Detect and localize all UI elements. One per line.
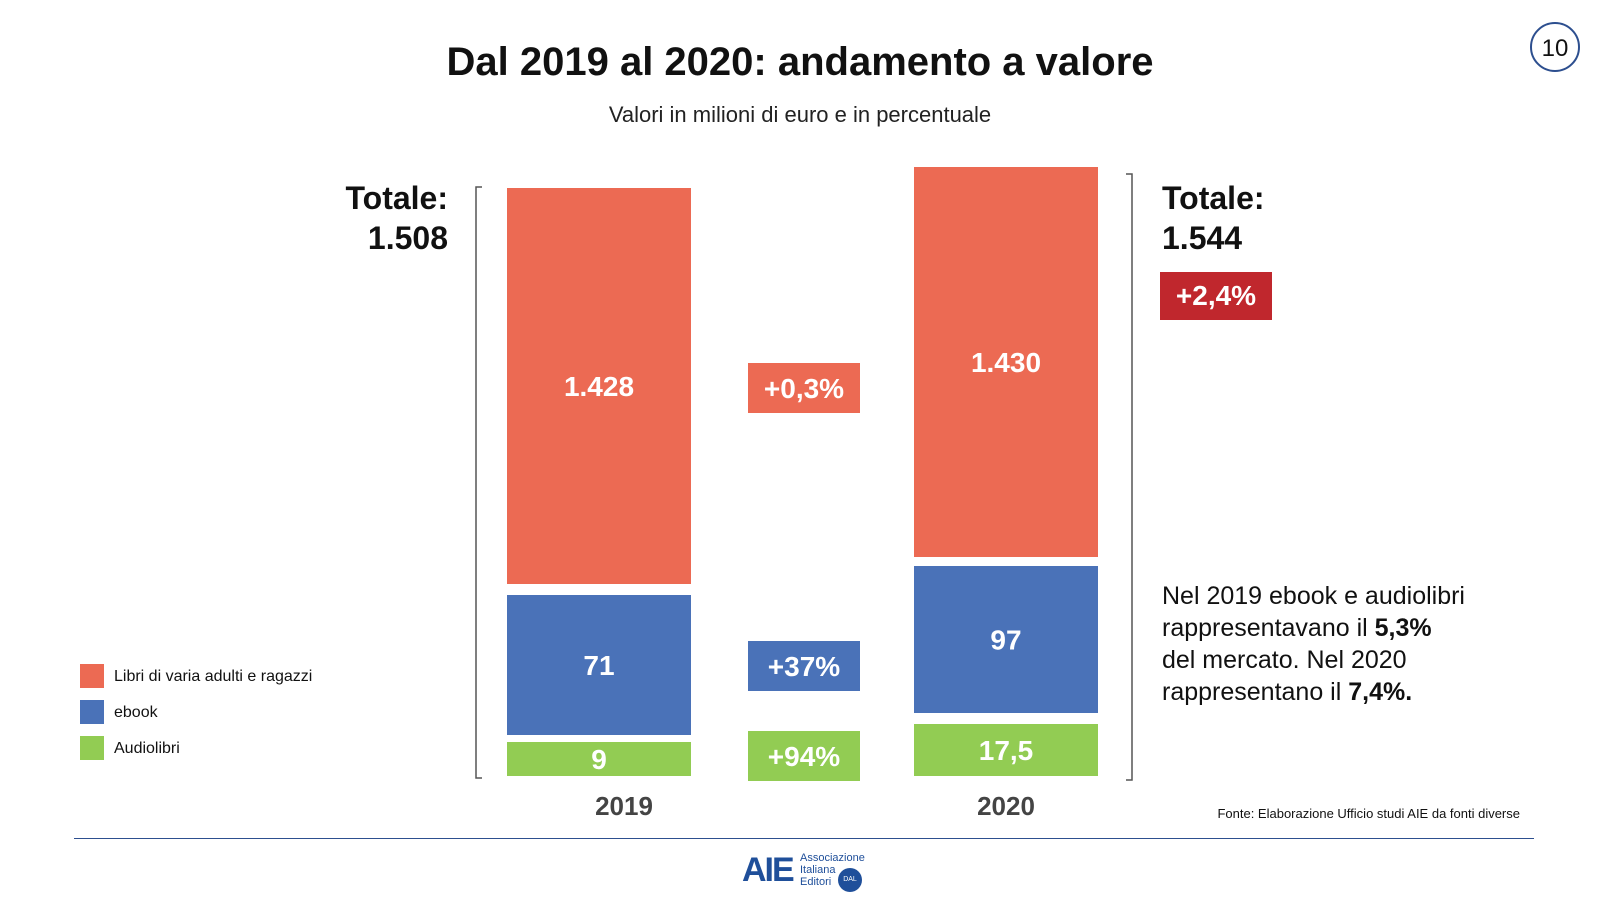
legend-label: ebook <box>114 704 158 721</box>
legend-swatch <box>80 700 104 724</box>
bar-value-label: 97 <box>990 625 1021 656</box>
bracket-2019 <box>475 186 482 779</box>
logo-mark: AIE <box>742 851 795 889</box>
growth-badge-label: +37% <box>768 651 840 682</box>
bar-ebook-2019 <box>507 595 691 735</box>
logo-line-2: Italiana <box>800 864 836 876</box>
footer-divider <box>74 838 1534 839</box>
bar-value-label: 1.430 <box>971 347 1041 378</box>
note-share-2019: 5,3% <box>1374 614 1432 642</box>
bar-audiolibri-2019 <box>507 742 691 776</box>
legend-swatch <box>80 664 104 688</box>
total-2020-label: Totale: <box>1162 180 1265 216</box>
logo-seal: DAL 1869 <box>838 868 862 907</box>
bar-value-label: 1.428 <box>564 371 634 402</box>
legend-label: Libri di varia adulti e ragazzi <box>114 668 313 685</box>
legend-label: Audiolibri <box>114 740 180 757</box>
x-tick-label-2019: 2019 <box>595 791 653 821</box>
note-line-2: rappresentavano il <box>1162 614 1375 642</box>
growth-badge-0 <box>748 363 860 413</box>
x-tick-label-2020: 2020 <box>977 791 1035 821</box>
bar-value-label: 17,5 <box>979 735 1034 766</box>
growth-badge-label: +94% <box>768 741 840 772</box>
source-note: Fonte: Elaborazione Ufficio studi AIE da… <box>1217 806 1520 821</box>
note-line-4: rappresentano il <box>1162 678 1349 706</box>
bar-value-label: 71 <box>583 650 614 681</box>
total-2020: Totale: 1.544 <box>1162 178 1265 258</box>
total-2019: Totale: 1.508 <box>300 178 448 258</box>
market-share-note: Nel 2019 ebook e audiolibri rappresentav… <box>1162 580 1465 708</box>
logo-text: Associazione Italiana Editori <box>800 852 870 888</box>
total-2019-value: 1.508 <box>367 220 448 256</box>
growth-badge-2 <box>748 731 860 781</box>
legend-swatch <box>80 736 104 760</box>
bar-audiolibri-2020 <box>914 724 1098 776</box>
bar-ebook-2020 <box>914 566 1098 713</box>
growth-badge-1 <box>748 641 860 691</box>
note-share-2020: 7,4%. <box>1348 678 1413 706</box>
page-number: 10 <box>1530 22 1580 72</box>
growth-badge-label: +0,3% <box>764 373 844 404</box>
note-line-1: Nel 2019 ebook e audiolibri <box>1162 582 1465 610</box>
total-2019-label: Totale: <box>345 180 448 216</box>
logo-line-1: Associazione <box>800 852 865 864</box>
aie-logo: AIE Associazione Italiana Editori DAL 18… <box>742 850 882 907</box>
bar-value-label: 9 <box>591 744 607 775</box>
note-line-3: del mercato. Nel 2020 <box>1162 646 1407 674</box>
bracket-2020 <box>1126 173 1133 781</box>
total-2020-value: 1.544 <box>1162 220 1243 256</box>
bar-libri-2019 <box>507 188 691 584</box>
logo-line-3: Editori <box>800 876 832 888</box>
bar-libri-2020 <box>914 167 1098 557</box>
total-growth-badge: +2,4% <box>1160 272 1272 320</box>
page-title: Dal 2019 al 2020: andamento a valore <box>446 40 1154 84</box>
page-subtitle: Valori in milioni di euro e in percentua… <box>608 102 992 127</box>
